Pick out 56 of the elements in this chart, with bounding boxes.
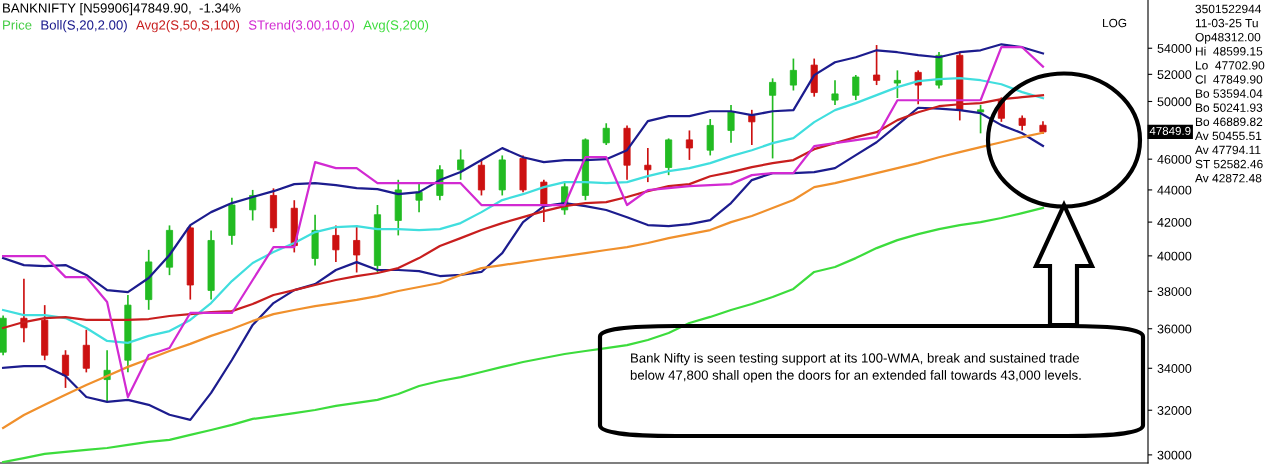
line-series <box>2 206 1045 463</box>
annotation: Bank Nifty is seen testing support at its 100-WMA, break and sustained trade below 47,800 shall open the doors for an extended fall towards 43,000 levels. <box>630 353 1081 383</box>
candlestick <box>644 147 652 183</box>
candlestick <box>831 79 839 106</box>
candlestick <box>727 104 735 144</box>
text: LOG <box>1103 18 1127 28</box>
candlestick <box>769 77 777 160</box>
candlestick <box>332 224 340 263</box>
y-tick-label: 40000 <box>1157 251 1192 261</box>
text: ST 52582.46 <box>1195 159 1263 169</box>
y-tick-label: 54000 <box>1157 44 1192 53</box>
candlestick <box>893 69 901 99</box>
candlestick <box>415 182 423 214</box>
text: Op48312.00 <box>1195 32 1261 44</box>
y-tick-label: 34000 <box>1157 364 1192 373</box>
y-tick-label: 30000 <box>1157 450 1192 460</box>
text: Cl 47849.90 <box>1195 74 1263 84</box>
text: Lo 47702.90 <box>1195 61 1265 70</box>
y-tick-label: 50000 <box>1157 97 1192 107</box>
y-tick-label: 46000 <box>1157 154 1192 164</box>
line-series <box>2 46 1045 399</box>
y-tick-label: 38000 <box>1157 287 1192 296</box>
candlestick <box>82 328 90 374</box>
text: Av 50455.51 <box>1195 131 1262 141</box>
text: Avg(S,200) <box>363 20 429 33</box>
candlestick <box>61 349 70 389</box>
text: Bo 53594.04 <box>1195 89 1263 98</box>
y-tick-label: 36000 <box>1157 324 1192 334</box>
text: Bo 50241.93 <box>1195 103 1263 112</box>
text: 11-03-25 Tu <box>1195 18 1258 28</box>
text: Bo 46889.82 <box>1195 117 1263 127</box>
candlestick <box>602 122 610 146</box>
y-tick-label: 32000 <box>1157 406 1192 415</box>
line-series <box>2 43 1045 294</box>
candlestick <box>977 104 985 135</box>
annotation: Price <box>3 20 32 30</box>
text: Av 47794.11 <box>1195 145 1261 155</box>
y-tick-label: 42000 <box>1157 217 1192 227</box>
text: Avg2(S,50,S,100) <box>136 20 240 33</box>
text: STrend(3.00,10,0) <box>248 20 355 33</box>
y-tick-label: 52000 <box>1157 70 1192 79</box>
candlestick <box>685 129 693 161</box>
text: 3501522944 <box>1195 4 1262 14</box>
chart-title: BANKNIFTY [N59906]47849.90, -1.34% <box>3 3 241 16</box>
text: Hi 48599.15 <box>1195 46 1263 56</box>
candlestick <box>457 148 465 181</box>
text: Av 42872.48 <box>1195 173 1262 183</box>
y-tick-label: 44000 <box>1157 185 1192 195</box>
candlestick <box>789 57 797 92</box>
text: 47849.9 <box>1149 126 1191 135</box>
text: Boll(S,20,2.00) <box>41 20 127 33</box>
candlestick <box>873 44 881 86</box>
candlestick <box>353 224 361 274</box>
candlestick <box>540 178 548 223</box>
candlestick <box>852 74 860 101</box>
candlestick <box>748 109 756 146</box>
